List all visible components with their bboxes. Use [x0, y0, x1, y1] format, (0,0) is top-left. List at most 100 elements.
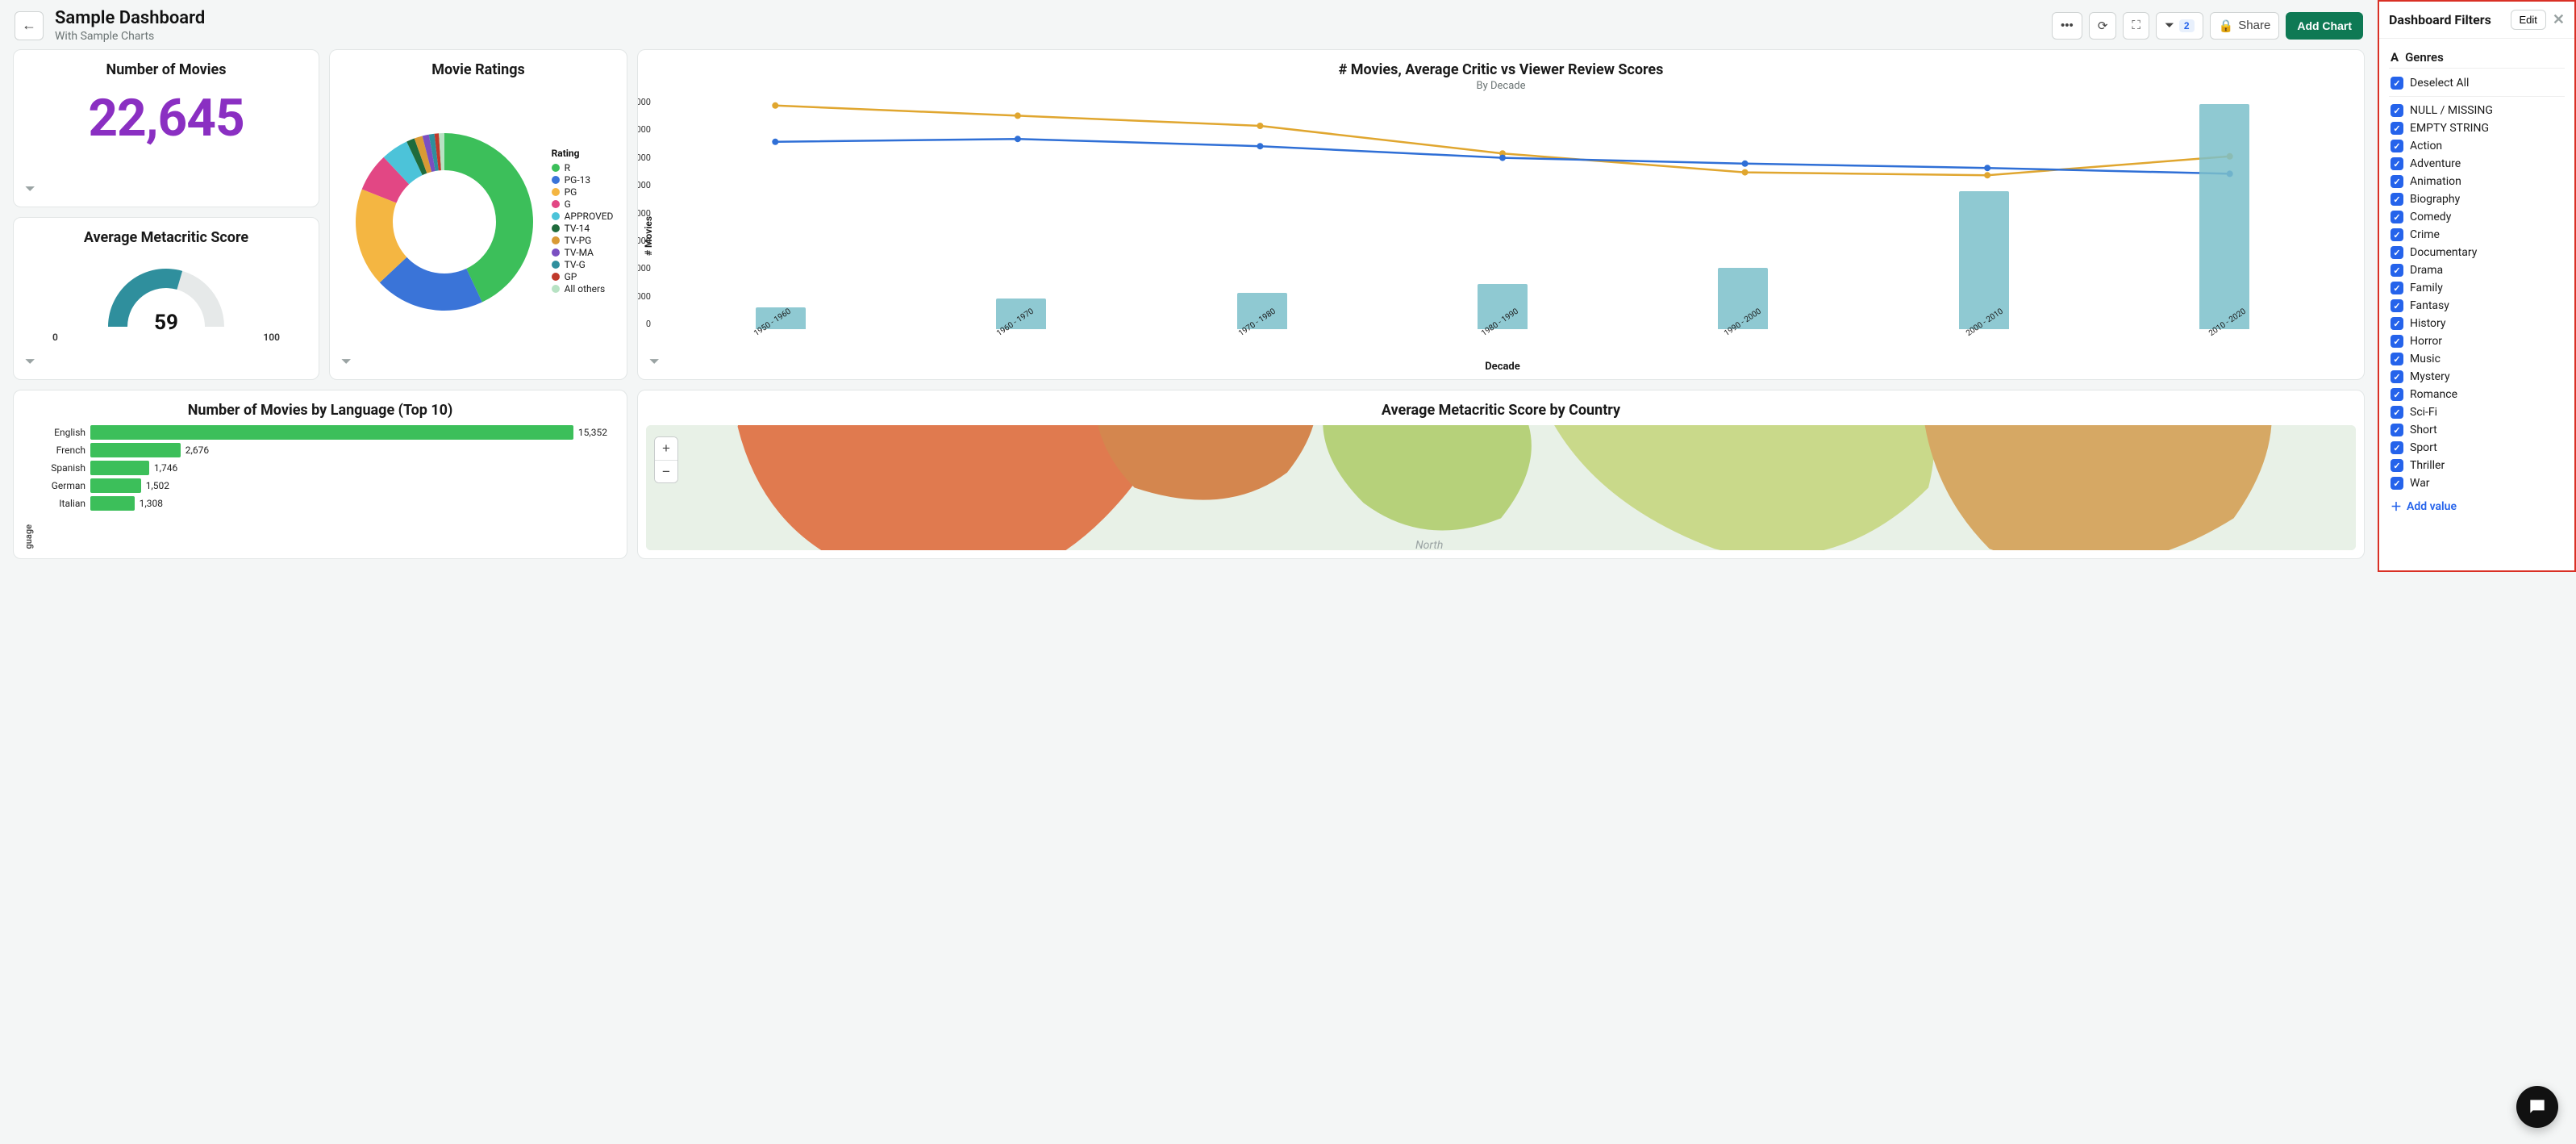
filter-item[interactable]: ✓ Drama [2389, 261, 2565, 279]
edit-filters-button[interactable]: Edit [2511, 10, 2546, 30]
hbar-row[interactable]: Italian 1,308 [39, 496, 607, 511]
filter-item[interactable]: ✓ EMPTY STRING [2389, 119, 2565, 137]
add-value-button[interactable]: ＋ Add value [2389, 492, 2565, 521]
filter-item[interactable]: ✓ NULL / MISSING [2389, 102, 2565, 119]
legend-label: PG [565, 186, 577, 198]
filter-item[interactable]: ✓ Thriller [2389, 457, 2565, 474]
legend-swatch [552, 261, 560, 269]
hbar-label: Italian [39, 498, 85, 509]
filter-item[interactable]: ✓ Romance [2389, 386, 2565, 403]
hbar-row[interactable]: English 15,352 [39, 425, 607, 440]
legend-item[interactable]: TV-14 [552, 223, 614, 234]
legend-item[interactable]: PG [552, 186, 614, 198]
filter-item[interactable]: ✓ Fantasy [2389, 297, 2565, 315]
filter-item-label: NULL / MISSING [2410, 104, 2493, 117]
legend-item[interactable]: TV-PG [552, 235, 614, 246]
legend-item[interactable]: G [552, 198, 614, 210]
legend-label: G [565, 198, 571, 210]
refresh-button[interactable]: ⟳ [2089, 12, 2117, 40]
funnel-icon[interactable]: ⏷ [341, 353, 352, 370]
legend-item[interactable]: APPROVED [552, 211, 614, 222]
filter-item[interactable]: ✓ Sport [2389, 439, 2565, 457]
combo-x-label: Decade [654, 361, 2351, 373]
filter-item[interactable]: ✓ Family [2389, 279, 2565, 297]
filter-item[interactable]: ✓ Sci-Fi [2389, 403, 2565, 421]
filter-item-label: Horror [2410, 335, 2442, 348]
checkbox-icon: ✓ [2391, 424, 2403, 436]
filter-item[interactable]: ✓ Adventure [2389, 155, 2565, 173]
filter-item[interactable]: ✓ Biography [2389, 190, 2565, 208]
checkbox-icon: ✓ [2391, 104, 2403, 117]
y-tick: 8,000 [637, 97, 651, 107]
combo-bar[interactable] [2199, 104, 2249, 329]
filter-item-label: Romance [2410, 388, 2457, 401]
close-icon[interactable]: ✕ [2553, 11, 2565, 28]
filter-item[interactable]: ✓ Music [2389, 350, 2565, 368]
filter-toggle-button[interactable]: ⏷ 2 [2156, 12, 2203, 40]
filter-item[interactable]: ✓ Comedy [2389, 208, 2565, 226]
gauge-max: 100 [263, 332, 280, 343]
filter-item[interactable]: ✓ Mystery [2389, 368, 2565, 386]
legend-swatch [552, 285, 560, 293]
zoom-out-button[interactable]: − [655, 460, 677, 482]
legend-item[interactable]: PG-13 [552, 174, 614, 186]
legend-item[interactable]: R [552, 162, 614, 173]
hbar-row[interactable]: French 2,676 [39, 443, 607, 457]
funnel-icon[interactable]: ⏷ [25, 181, 35, 197]
filter-item[interactable]: ✓ Documentary [2389, 244, 2565, 261]
chat-widget-button[interactable] [2516, 1086, 2558, 1128]
deselect-all-row[interactable]: ✓ Deselect All [2389, 73, 2565, 97]
back-button[interactable]: ← [15, 11, 44, 40]
donut-chart [344, 121, 545, 323]
add-value-label: Add value [2407, 500, 2457, 513]
filter-item[interactable]: ✓ War [2389, 474, 2565, 492]
filter-item[interactable]: ✓ Short [2389, 421, 2565, 439]
text-type-icon: A [2391, 50, 2399, 65]
filter-item[interactable]: ✓ Horror [2389, 332, 2565, 350]
hbar-value: 1,746 [154, 462, 177, 474]
checkbox-icon: ✓ [2391, 406, 2403, 419]
funnel-icon[interactable]: ⏷ [649, 353, 660, 370]
y-tick: 1,000 [637, 291, 651, 302]
filter-item-label: Biography [2410, 193, 2460, 206]
hbar-card-title: Number of Movies by Language (Top 10) [14, 390, 627, 422]
legend-label: TV-14 [565, 223, 590, 234]
legend-item[interactable]: TV-MA [552, 247, 614, 258]
checkbox-icon: ✓ [2391, 157, 2403, 170]
add-chart-button[interactable]: Add Chart [2286, 12, 2363, 40]
legend-item[interactable]: GP [552, 271, 614, 282]
filter-panel: Dashboard Filters Edit ✕ A Genres ✓ Dese… [2378, 0, 2576, 572]
funnel-icon[interactable]: ⏷ [25, 353, 35, 370]
filter-item-label: Mystery [2410, 370, 2450, 383]
filter-item-label: Family [2410, 282, 2443, 294]
hbar-row[interactable]: Spanish 1,746 [39, 461, 607, 475]
more-menu-button[interactable]: ••• [2052, 12, 2082, 40]
legend-item[interactable]: All others [552, 283, 614, 294]
legend-item[interactable]: TV-G [552, 259, 614, 270]
filter-item-label: Sport [2410, 441, 2437, 454]
filter-item-label: Drama [2410, 264, 2443, 277]
map-overlay-text: North [1415, 539, 1443, 550]
y-tick: 7,000 [637, 124, 651, 135]
filter-item[interactable]: ✓ Crime [2389, 226, 2565, 244]
checkbox-icon: ✓ [2391, 228, 2403, 241]
zoom-in-button[interactable]: + [655, 437, 677, 460]
world-map [646, 425, 2356, 550]
filter-section-header[interactable]: A Genres [2389, 47, 2565, 69]
hbar-value: 1,502 [146, 480, 169, 491]
checkbox-icon: ✓ [2391, 175, 2403, 188]
filter-item[interactable]: ✓ Action [2389, 137, 2565, 155]
filter-item[interactable]: ✓ Animation [2389, 173, 2565, 190]
y-tick: 4,000 [637, 208, 651, 219]
fullscreen-button[interactable]: ⛶ [2123, 12, 2149, 40]
hbar-label: Spanish [39, 462, 85, 474]
legend-swatch [552, 224, 560, 232]
checkbox-icon: ✓ [2391, 477, 2403, 490]
filter-section-label: Genres [2405, 50, 2444, 65]
share-button[interactable]: 🔒 Share [2210, 12, 2280, 40]
hbar-row[interactable]: German 1,502 [39, 478, 607, 493]
donut-legend: Rating RPG-13PGGAPPROVEDTV-14TV-PGTV-MAT… [552, 148, 614, 295]
combo-card-subtitle: By Decade [638, 80, 2364, 92]
filter-item[interactable]: ✓ History [2389, 315, 2565, 332]
map-canvas[interactable]: + − North [646, 425, 2356, 550]
